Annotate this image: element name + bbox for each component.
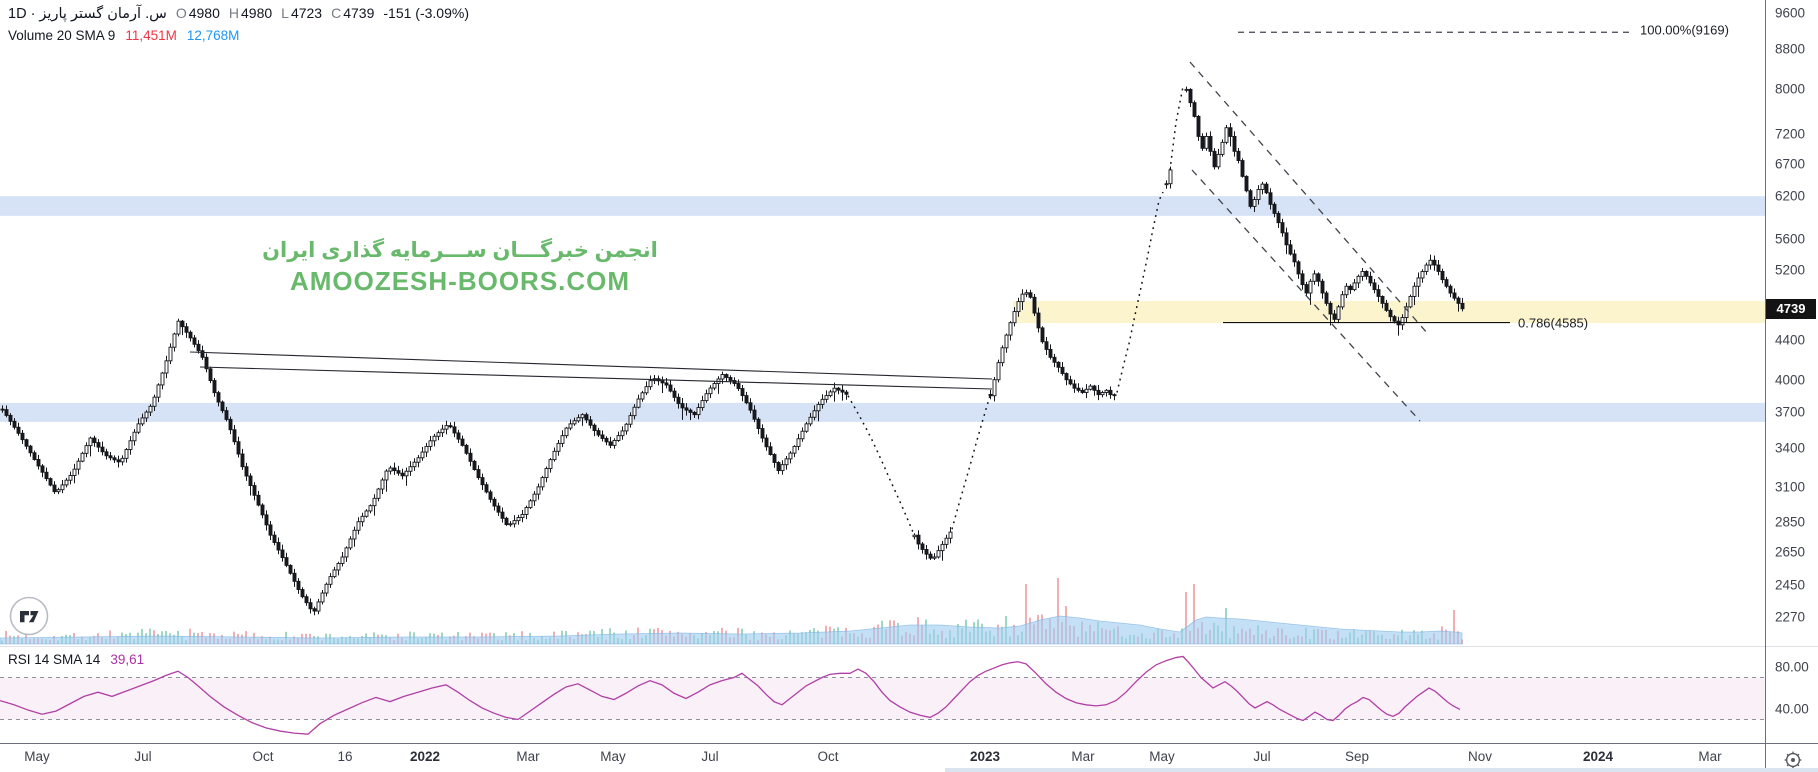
logo-circle bbox=[9, 596, 49, 636]
price-axis-label: 6700 bbox=[1775, 156, 1806, 172]
fib-label-100-percent: 100.00%(9169) bbox=[1640, 22, 1729, 38]
last-price-badge: 4739 bbox=[1766, 298, 1816, 319]
time-axis-label: Sep bbox=[1344, 749, 1370, 764]
time-axis-label: 2024 bbox=[1582, 749, 1614, 764]
ohlc-close-label: C bbox=[331, 5, 342, 21]
rsi-value: 39,61 bbox=[110, 652, 145, 667]
symbol-row: س. آرمان گستر پاریز · 1D O 4980 H 4980 L… bbox=[8, 5, 469, 22]
time-axis-label: Mar bbox=[1698, 749, 1722, 764]
price-axis-label: 2270 bbox=[1775, 609, 1806, 625]
price-axis-label: 9600 bbox=[1775, 5, 1806, 21]
volume-sma-value: 12,768M bbox=[186, 28, 240, 43]
price-axis-label: 2450 bbox=[1775, 577, 1806, 593]
ohlc-high-value: 4980 bbox=[241, 5, 273, 21]
price-axis-label: 8000 bbox=[1775, 81, 1806, 97]
time-axis-label: Mar bbox=[1071, 749, 1095, 764]
rsi-indicator-row: RSI 14 SMA 14 39,61 bbox=[8, 652, 144, 667]
price-axis-label: 5200 bbox=[1775, 262, 1806, 278]
time-axis-label: May bbox=[24, 749, 50, 764]
volume-value: 11,451M bbox=[125, 28, 177, 43]
time-axis-label: Mar bbox=[516, 749, 540, 764]
price-axis-label: 5600 bbox=[1775, 231, 1806, 247]
time-axis-label: Jul bbox=[701, 749, 719, 764]
time-axis-label: Oct bbox=[252, 749, 274, 764]
gear-icon bbox=[1784, 751, 1802, 769]
price-axis-label: 8800 bbox=[1775, 41, 1806, 57]
ohlc-close-value: 4739 bbox=[343, 5, 375, 21]
logo-glyph-bar bbox=[20, 611, 29, 623]
time-axis-label: 2022 bbox=[409, 749, 441, 764]
price-axis-label: 3700 bbox=[1775, 404, 1806, 420]
time-axis-label: 16 bbox=[337, 749, 353, 764]
price-scale-settings-gear-icon[interactable] bbox=[1780, 748, 1806, 772]
time-axis-label: Oct bbox=[817, 749, 839, 764]
time-axis-label: May bbox=[600, 749, 626, 764]
bottom-strip bbox=[945, 768, 1818, 772]
price-axis-label: 2850 bbox=[1775, 514, 1806, 530]
legend-panel: س. آرمان گستر پاریز · 1D O 4980 H 4980 L… bbox=[8, 5, 469, 43]
fib-label-0786: 0.786(4585) bbox=[1518, 315, 1589, 331]
ohlc-open-label: O bbox=[175, 5, 187, 21]
price-axis-label: 3100 bbox=[1775, 479, 1806, 494]
time-axis-label: 2023 bbox=[969, 749, 1001, 764]
price-axis-label: 6200 bbox=[1775, 188, 1806, 204]
price-axis-label: 4000 bbox=[1775, 372, 1806, 388]
price-axis-label: 4400 bbox=[1775, 332, 1806, 348]
volume-indicator-label[interactable]: Volume 20 SMA 9 bbox=[8, 28, 116, 43]
time-axis-label: Jul bbox=[134, 749, 152, 764]
ohlc-low-value: 4723 bbox=[290, 5, 323, 21]
ohlc-low-label: L bbox=[281, 5, 289, 21]
ohlc-high-label: H bbox=[228, 5, 239, 21]
symbol-title[interactable]: س. آرمان گستر پاریز · 1D bbox=[8, 6, 167, 22]
price-axis-label: 2650 bbox=[1775, 544, 1806, 560]
volume-indicator-row: Volume 20 SMA 9 11,451M 12,768M bbox=[8, 28, 469, 43]
price-axis-label: 3400 bbox=[1775, 440, 1806, 456]
change-value: -151 (-3.09%) bbox=[383, 5, 469, 21]
ohlc-open-value: 4980 bbox=[188, 5, 220, 21]
tradingview-logo[interactable] bbox=[9, 596, 49, 636]
logo-glyph-seven bbox=[28, 611, 39, 623]
rsi-axis-label: 40.00 bbox=[1775, 701, 1809, 717]
time-axis-label: Nov bbox=[1467, 749, 1493, 764]
rsi-axis-label: 80.00 bbox=[1775, 659, 1809, 675]
price-axis-label: 7200 bbox=[1775, 126, 1806, 141]
rsi-indicator-label[interactable]: RSI 14 SMA 14 bbox=[8, 652, 101, 667]
time-axis-label: Jul bbox=[1253, 749, 1271, 764]
time-axis-label: May bbox=[1149, 749, 1175, 764]
